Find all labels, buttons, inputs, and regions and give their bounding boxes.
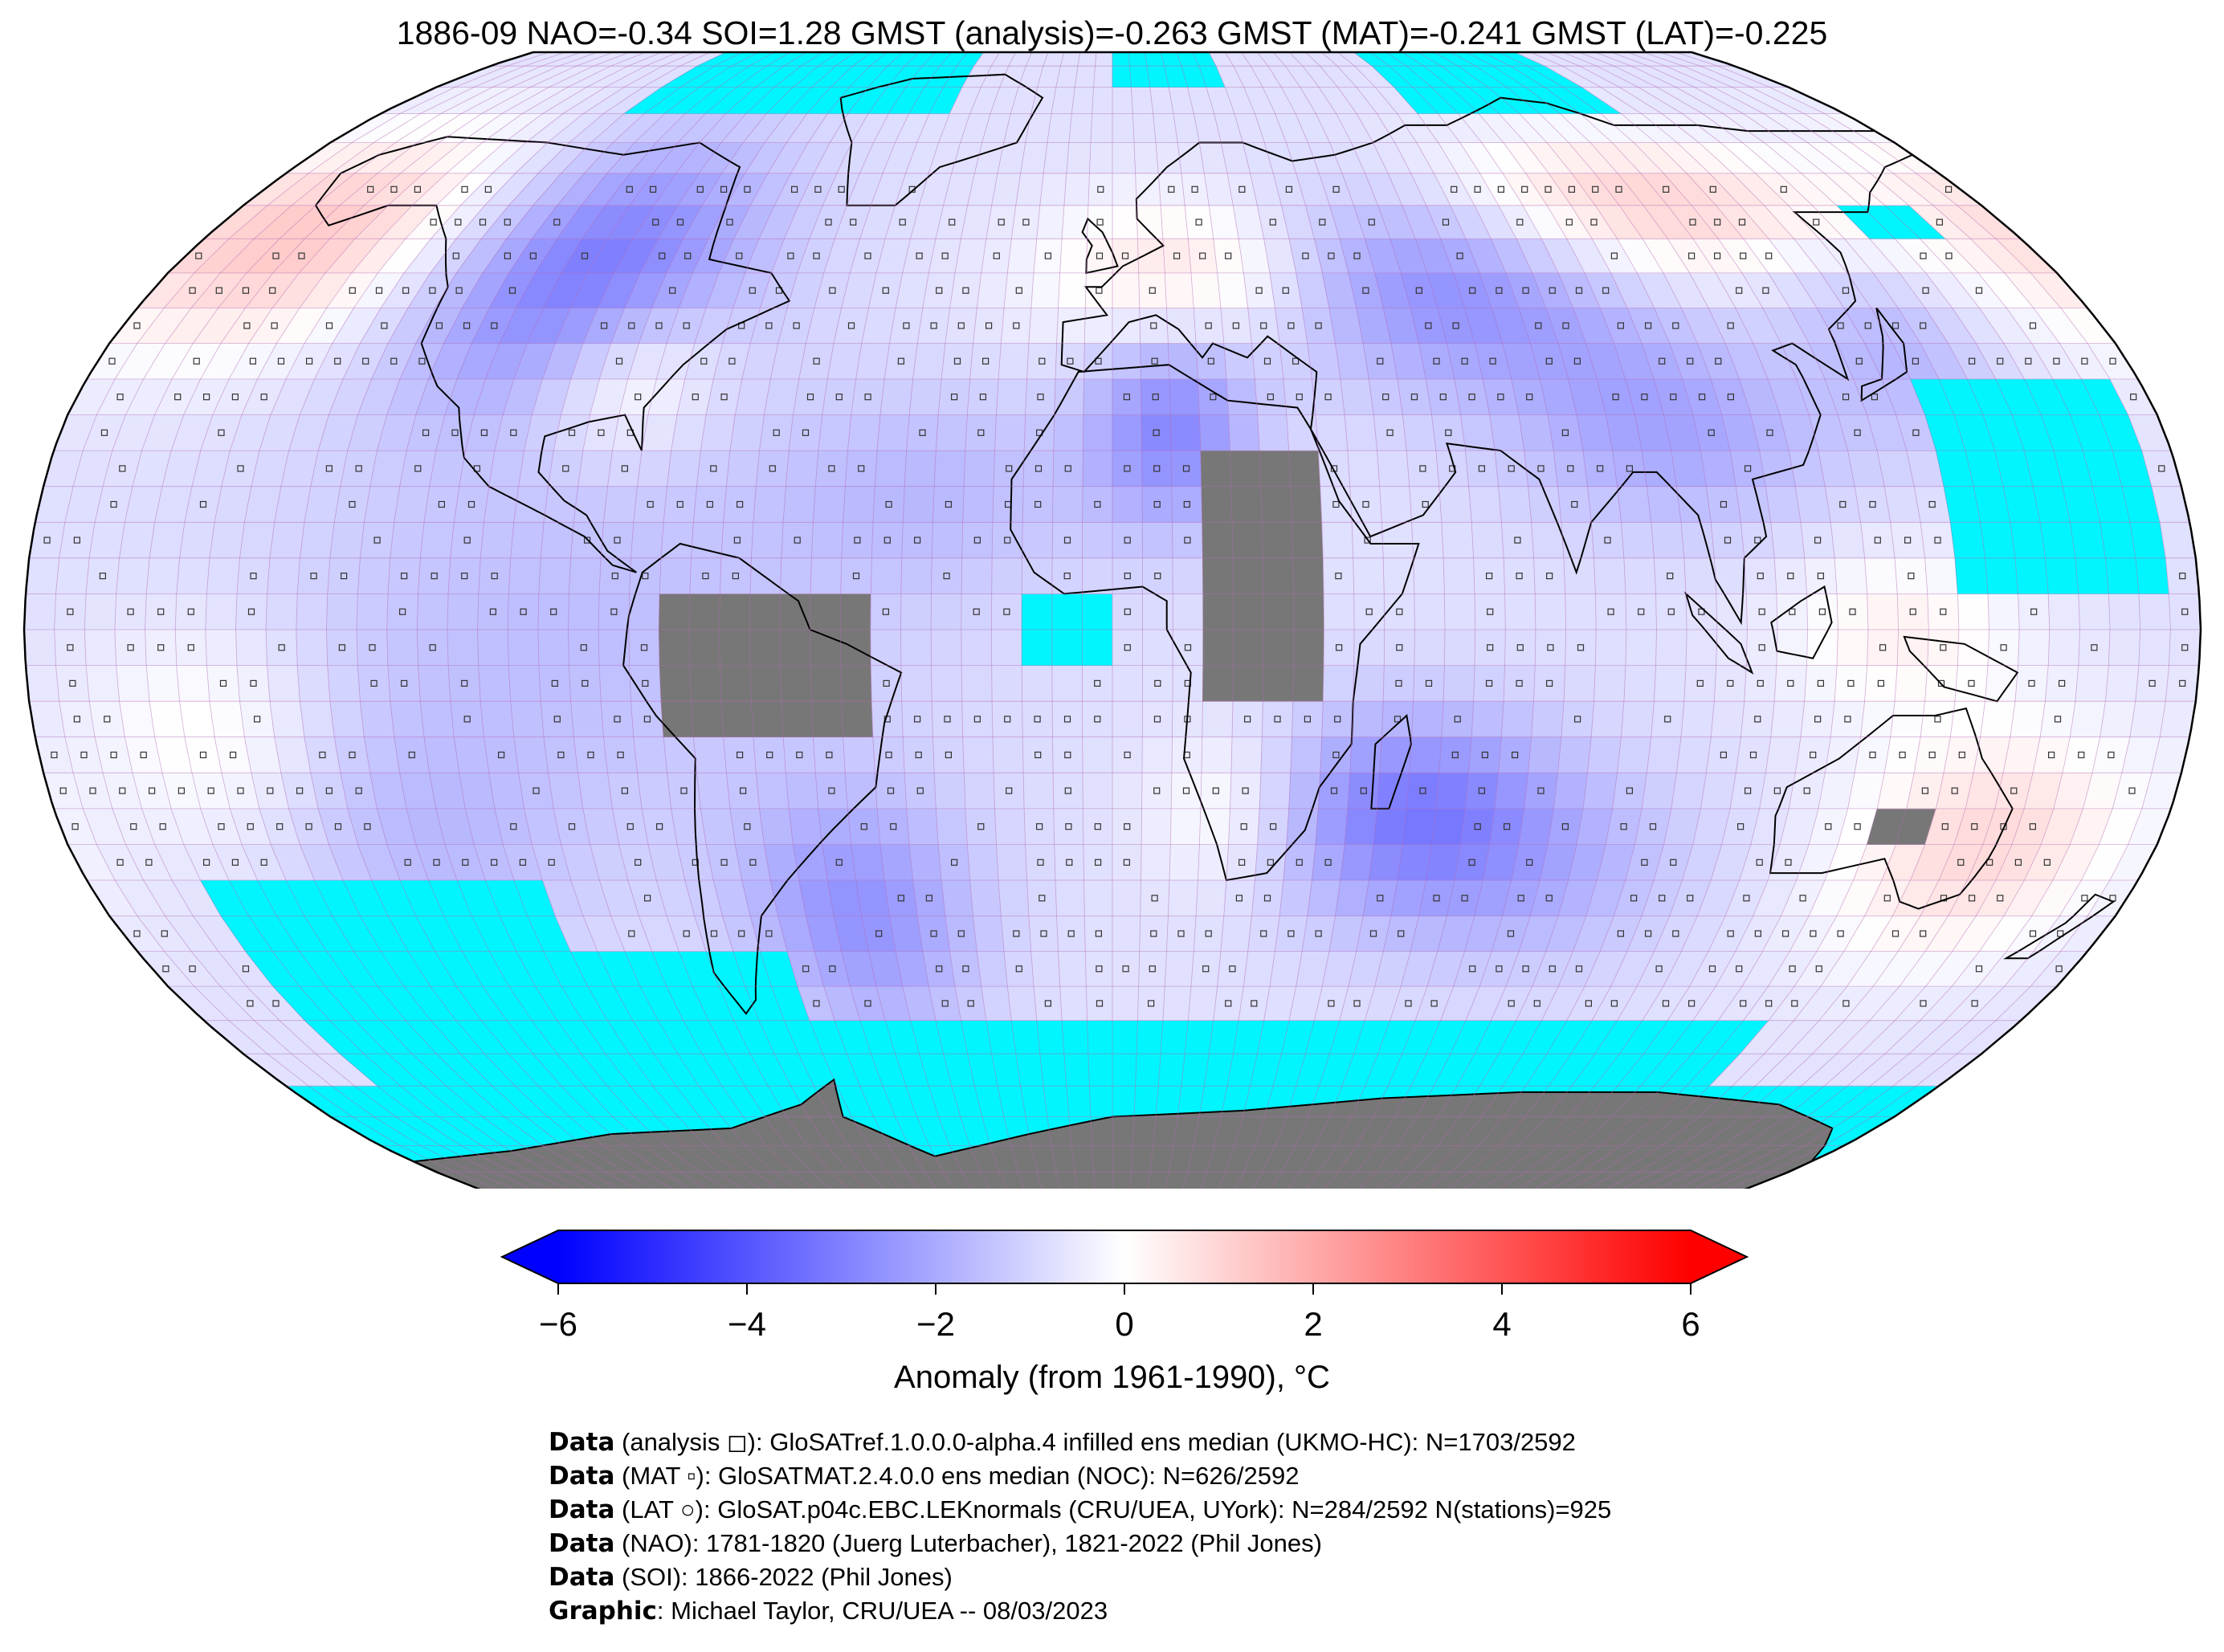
colorbar-bar bbox=[558, 1230, 1691, 1283]
credit-line: Data (LAT ○): GloSAT.p04c.EBC.LEKnormals… bbox=[549, 1495, 1612, 1524]
credit-line: Data (MAT ▫): GloSATMAT.2.4.0.0 ens medi… bbox=[549, 1462, 1300, 1491]
credit-line: Data (SOI): 1866-2022 (Phil Jones) bbox=[549, 1563, 953, 1592]
tick-label: 6 bbox=[1681, 1305, 1700, 1343]
world-anomaly-map bbox=[22, 51, 2202, 1189]
tick-label: 4 bbox=[1492, 1305, 1512, 1343]
colorbar-label: Anomaly (from 1961-1990), °C bbox=[894, 1360, 1330, 1395]
credit-line: Data (analysis ◻): GloSATref.1.0.0.0-alp… bbox=[549, 1428, 1576, 1457]
tick-label: 2 bbox=[1304, 1305, 1323, 1343]
tick-label: −4 bbox=[728, 1305, 766, 1343]
credit-line: Graphic: Michael Taylor, CRU/UEA -- 08/0… bbox=[549, 1597, 1108, 1625]
colorbar bbox=[500, 1230, 1749, 1295]
colorbar-extend-low bbox=[502, 1230, 558, 1283]
tick-label: 0 bbox=[1115, 1305, 1134, 1343]
tick-label: −6 bbox=[539, 1305, 577, 1343]
colorbar-ticks bbox=[557, 1283, 1691, 1295]
credit-line: Data (NAO): 1781-1820 (Juerg Luterbacher… bbox=[549, 1529, 1322, 1558]
colorbar-extend-high bbox=[1691, 1230, 1747, 1283]
tick-label: −2 bbox=[916, 1305, 955, 1343]
data-credits: Data (analysis ◻): GloSATref.1.0.0.0-alp… bbox=[549, 1426, 1611, 1628]
map-title: 1886-09 NAO=-0.34 SOI=1.28 GMST (analysi… bbox=[396, 14, 1828, 51]
